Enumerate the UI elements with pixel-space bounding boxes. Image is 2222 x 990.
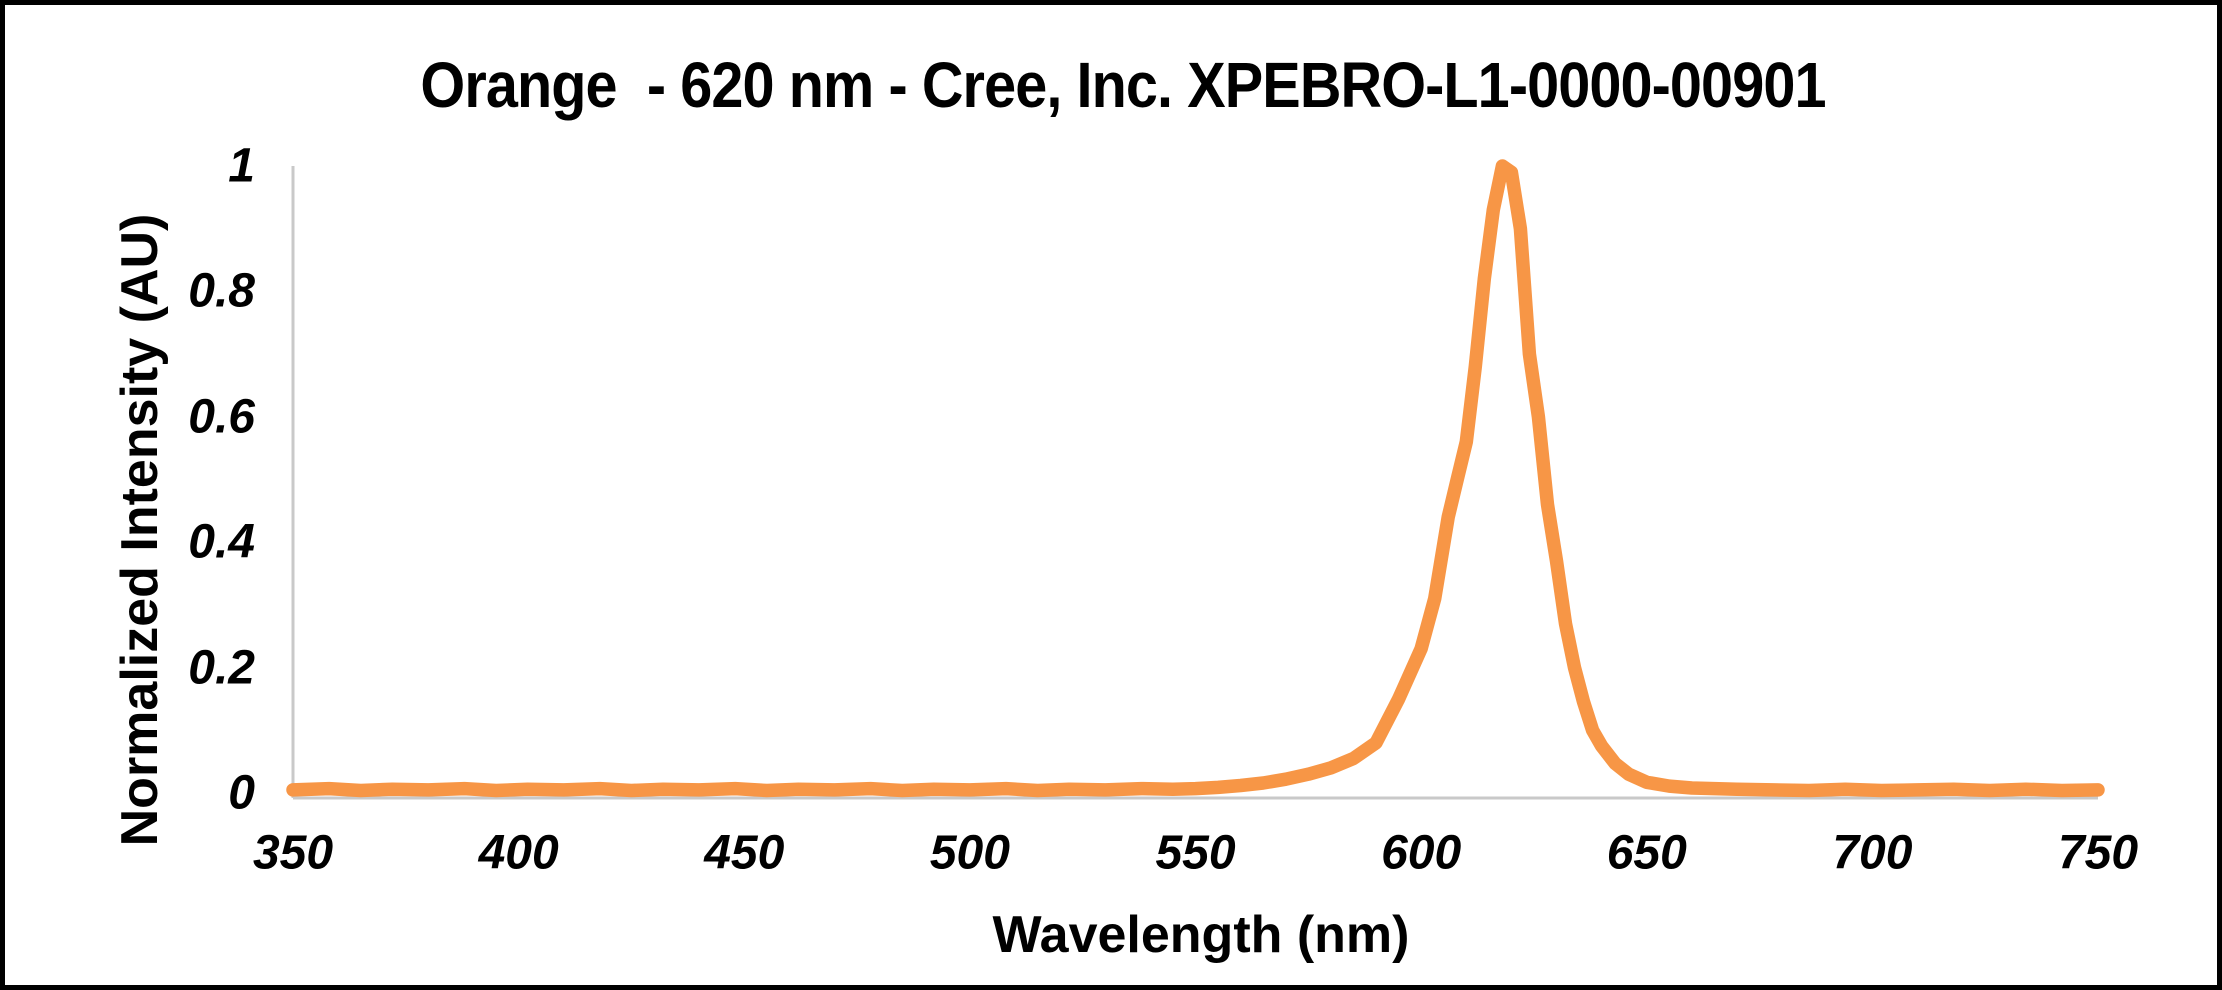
y-tick-label: 0.2 (188, 641, 255, 695)
x-tick-label: 550 (1155, 826, 1236, 880)
x-tick-label: 400 (478, 826, 559, 880)
y-tick-label: 0.4 (188, 515, 255, 569)
x-tick-label: 450 (704, 826, 785, 880)
x-tick-label: 600 (1381, 826, 1462, 880)
spectrum-curve (286, 159, 2105, 798)
chart-title: Orange - 620 nm - Cree, Inc. XPEBRO-L1-0… (420, 49, 1826, 121)
x-tick-label: 750 (2057, 826, 2139, 880)
y-tick-label: 0 (228, 766, 255, 820)
x-tick-label: 350 (252, 826, 334, 880)
x-tick-label: 500 (929, 826, 1010, 880)
x-axis-title: Wavelength (nm) (992, 906, 1410, 964)
y-tick-label: 1 (228, 139, 255, 193)
x-tick-label: 700 (1832, 826, 1913, 880)
y-tick-label: 0.6 (188, 390, 255, 444)
x-tick-label: 650 (1606, 826, 1687, 880)
plot-area (286, 159, 2105, 800)
y-tick-label: 0.8 (188, 264, 255, 318)
